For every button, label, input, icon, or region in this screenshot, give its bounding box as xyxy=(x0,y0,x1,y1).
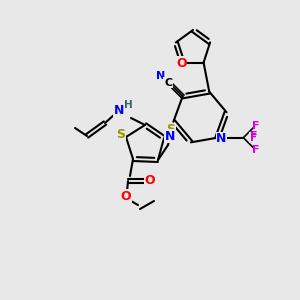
Text: O: O xyxy=(145,175,155,188)
Text: N: N xyxy=(165,130,175,142)
Text: N: N xyxy=(157,71,166,81)
Text: C: C xyxy=(164,78,172,88)
Text: O: O xyxy=(176,57,187,70)
Text: F: F xyxy=(252,121,259,131)
Text: S: S xyxy=(116,128,125,142)
Text: O: O xyxy=(121,190,131,202)
Text: S: S xyxy=(166,123,175,136)
Text: F: F xyxy=(250,133,257,143)
Text: N: N xyxy=(114,103,124,116)
Text: N: N xyxy=(216,132,226,145)
Text: F: F xyxy=(252,145,259,155)
Text: H: H xyxy=(124,100,132,110)
Text: F: F xyxy=(250,131,257,141)
